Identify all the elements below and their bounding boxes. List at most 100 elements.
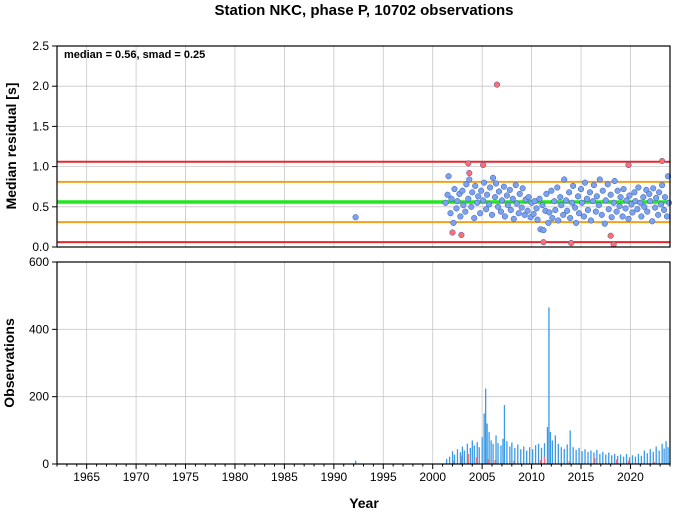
data-point [567,215,574,222]
data-point [573,219,580,226]
residual-panel: 0.0 0.5 1.0 1.5 2.0 2.5 median = 0.56, smad =… [3,39,673,254]
data-point [539,202,546,209]
observation-bar [471,440,473,464]
data-point [578,199,586,206]
data-point [611,178,618,185]
data-point [492,180,500,187]
observation-bar [543,456,546,464]
residual-plot-frame [56,45,671,248]
observations-panel: 0 200 400 600 1965 1970 1975 1980 1985 1990 1995 2… [1,255,671,511]
observation-bar [649,449,651,464]
data-point [653,194,660,202]
data-point [468,203,475,210]
data-point [652,204,659,211]
data-point [623,197,630,204]
year-x-axis-label: Year [349,495,379,511]
data-point [641,203,648,210]
data-point [601,220,608,227]
observation-bar [663,448,665,464]
data-point [543,190,550,197]
data-point [465,195,472,202]
observation-bar [566,444,568,464]
data-point [457,213,464,220]
data-point [487,184,494,191]
data-point [644,208,651,215]
data-point [617,194,624,201]
observation-bar [487,458,489,464]
data-point [575,193,582,200]
data-point [551,198,558,205]
data-point [650,185,657,192]
data-point [518,204,525,211]
observation-bar [605,454,607,464]
observation-bar [475,457,477,464]
data-point [484,191,491,198]
data-point [488,211,496,218]
observation-bar [575,449,577,464]
observation-bar [500,445,502,464]
observation-bar [517,444,519,464]
observation-bar [469,447,471,464]
data-point [607,191,614,198]
y-tick-label: 1.0 [32,160,49,174]
y-tick-label: 2.0 [32,79,49,93]
residual-points [352,81,673,248]
observation-bar [354,460,357,464]
data-point [622,205,629,212]
data-point [584,206,591,214]
data-point [545,219,552,226]
observation-bar [643,450,645,464]
data-point [570,182,577,189]
data-point [604,181,611,188]
observation-bar [646,453,648,464]
data-point [643,186,650,193]
data-point [474,199,481,206]
x-tick-label: 1970 [123,470,150,484]
data-point [659,157,666,165]
data-point [480,197,487,204]
observation-bar [652,451,654,464]
observation-bar [506,441,508,464]
y-tick-label: 0.0 [32,240,49,254]
data-point [472,182,479,189]
data-point [460,202,467,209]
observation-bar [529,447,531,464]
data-point [599,187,606,194]
observations-y-axis-label: Observations [1,318,17,408]
data-point [598,211,605,218]
data-point [491,194,499,201]
observation-bar [546,426,549,464]
data-point [510,215,517,222]
observation-bar [503,405,506,464]
data-point [352,214,359,221]
observation-bar [451,451,454,464]
observation-bar [511,442,513,464]
observation-bar [513,460,515,464]
observation-bar [560,447,562,464]
y-tick-label: 1.5 [32,119,49,133]
data-point [619,213,626,220]
data-point [649,218,656,225]
reference-lines [57,160,670,244]
data-point [626,192,633,199]
data-point [566,189,573,196]
x-tick-label: 2000 [419,470,446,484]
y-tick-label: 400 [29,322,49,336]
data-point [640,194,647,201]
x-tick-label: 1980 [222,470,249,484]
observation-bar [637,453,640,464]
observation-bar [616,459,618,464]
observation-bar [658,450,660,464]
data-point [605,206,612,213]
data-point [521,211,528,218]
observation-bar [653,461,655,464]
observation-bar [463,450,466,464]
data-point [516,190,523,197]
y-tick-label: 200 [29,390,49,404]
data-point [549,215,556,222]
observation-bar [488,432,490,464]
data-point [478,187,485,194]
observation-bar [581,451,583,464]
data-point [560,211,567,218]
